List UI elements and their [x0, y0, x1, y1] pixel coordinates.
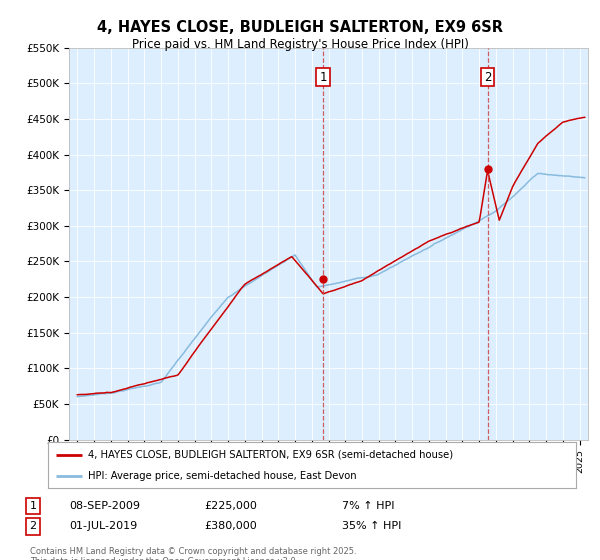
- Text: 1: 1: [319, 71, 327, 83]
- Text: Price paid vs. HM Land Registry's House Price Index (HPI): Price paid vs. HM Land Registry's House …: [131, 38, 469, 51]
- Text: £225,000: £225,000: [204, 501, 257, 511]
- Text: HPI: Average price, semi-detached house, East Devon: HPI: Average price, semi-detached house,…: [88, 471, 356, 481]
- Text: 08-SEP-2009: 08-SEP-2009: [69, 501, 140, 511]
- Text: 7% ↑ HPI: 7% ↑ HPI: [342, 501, 395, 511]
- Text: 01-JUL-2019: 01-JUL-2019: [69, 521, 137, 531]
- Text: 4, HAYES CLOSE, BUDLEIGH SALTERTON, EX9 6SR: 4, HAYES CLOSE, BUDLEIGH SALTERTON, EX9 …: [97, 20, 503, 35]
- Text: 1: 1: [29, 501, 37, 511]
- Text: £380,000: £380,000: [204, 521, 257, 531]
- Text: 2: 2: [29, 521, 37, 531]
- Text: 4, HAYES CLOSE, BUDLEIGH SALTERTON, EX9 6SR (semi-detached house): 4, HAYES CLOSE, BUDLEIGH SALTERTON, EX9 …: [88, 450, 453, 460]
- Text: 2: 2: [484, 71, 491, 83]
- Text: Contains HM Land Registry data © Crown copyright and database right 2025.
This d: Contains HM Land Registry data © Crown c…: [30, 547, 356, 560]
- Text: 35% ↑ HPI: 35% ↑ HPI: [342, 521, 401, 531]
